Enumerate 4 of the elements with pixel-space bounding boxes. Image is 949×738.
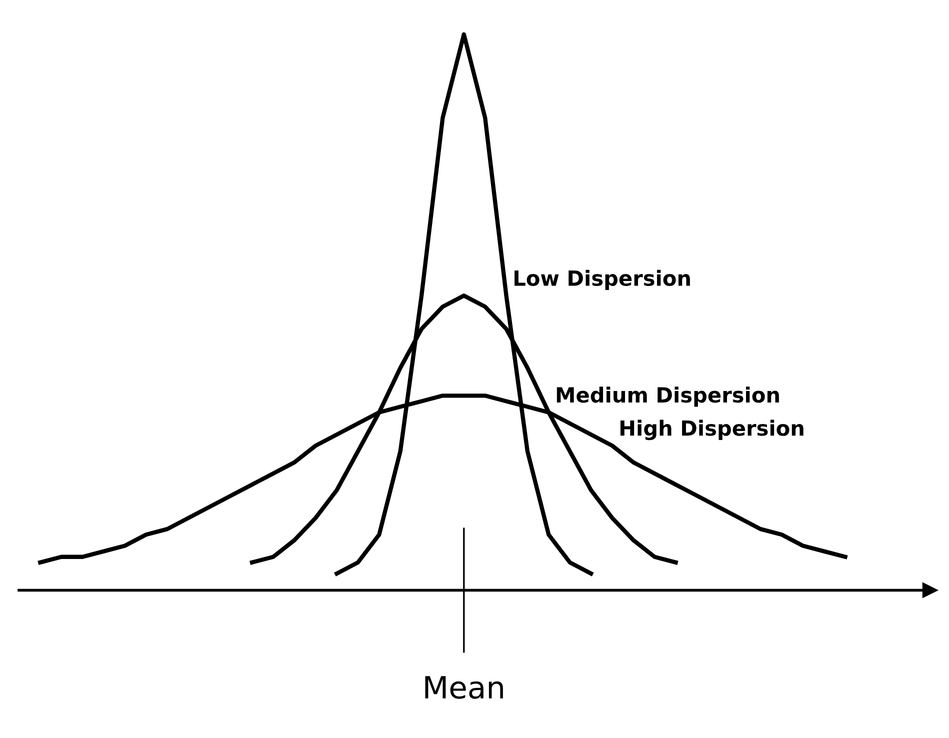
series-label: Low Dispersion (514, 270, 690, 290)
text: Mean (425, 676, 503, 699)
series-label: Medium Dispersion (556, 386, 779, 407)
series-label: High Dispersion (620, 420, 804, 440)
